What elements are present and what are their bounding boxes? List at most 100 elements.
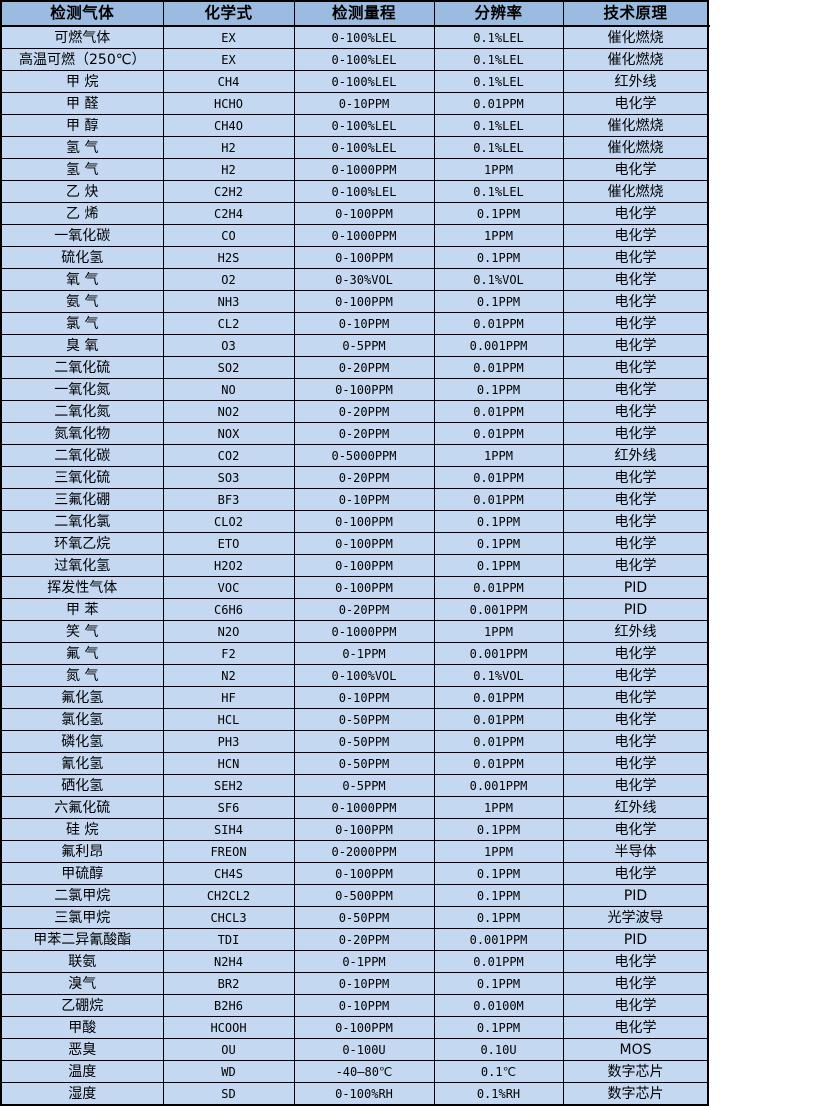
cell-chemical-formula: SO2 [162,356,295,379]
cell-chemical-formula: CH4 [162,70,295,93]
cell-detection-range: 0-30%VOL [293,268,435,291]
column-header-technology-principle[interactable]: 技术原理 [562,0,709,27]
cell-gas-name: 氟 气 [0,642,164,665]
cell-chemical-formula: O2 [162,268,295,291]
cell-technology-principle: 红外线 [562,444,709,467]
gas-table-wrapper: 检测气体 化学式 检测量程 分辨率 技术原理 寿 命 可燃气体EX0-100%L… [0,0,709,1106]
cell-technology-principle: 催化燃烧 [562,114,709,137]
cell-gas-name: 氨 气 [0,290,164,313]
cell-detection-range: 0-100%LEL [293,114,435,137]
cell-chemical-formula: NO2 [162,400,295,423]
cell-detection-range: 0-20PPM [293,466,435,489]
cell-resolution: 0.01PPM [433,752,564,775]
cell-detection-range: 0-100PPM [293,510,435,533]
cell-gas-name: 乙 炔 [0,180,164,203]
cell-technology-principle: 电化学 [562,1016,709,1039]
cell-resolution: 0.01PPM [433,422,564,445]
cell-detection-range: 0-1000PPM [293,620,435,643]
cell-technology-principle: 光学波导 [562,906,709,929]
column-header-chemical-formula[interactable]: 化学式 [162,0,295,27]
cell-technology-principle: 电化学 [562,202,709,225]
cell-chemical-formula: H2S [162,246,295,269]
cell-resolution: 0.1PPM [433,554,564,577]
cell-chemical-formula: CH2CL2 [162,884,295,907]
cell-gas-name: 一氧化碳 [0,224,164,247]
cell-technology-principle: 电化学 [562,158,709,181]
cell-detection-range: 0-100PPM [293,1016,435,1039]
cell-chemical-formula: SEH2 [162,774,295,797]
cell-detection-range: 0-100%LEL [293,180,435,203]
cell-detection-range: 0-100%RH [293,1082,435,1106]
cell-technology-principle: 电化学 [562,950,709,973]
cell-resolution: 0.001PPM [433,642,564,665]
cell-resolution: 0.10U [433,1038,564,1061]
cell-detection-range: 0-10PPM [293,994,435,1017]
cell-chemical-formula: CHCL3 [162,906,295,929]
cell-technology-principle: 电化学 [562,268,709,291]
cell-technology-principle: 电化学 [562,356,709,379]
cell-gas-name: 二氧化硫 [0,356,164,379]
column-header-resolution[interactable]: 分辨率 [433,0,564,27]
cell-gas-name: 乙 烯 [0,202,164,225]
cell-chemical-formula: CH4S [162,862,295,885]
cell-gas-name: 硫化氢 [0,246,164,269]
column-header-gas-name[interactable]: 检测气体 [0,0,164,27]
column-header-detection-range[interactable]: 检测量程 [293,0,435,27]
cell-gas-name: 甲 苯 [0,598,164,621]
cell-detection-range: 0-20PPM [293,928,435,951]
cell-chemical-formula: PH3 [162,730,295,753]
cell-resolution: 0.01PPM [433,730,564,753]
cell-gas-name: 三氧化硫 [0,466,164,489]
cell-chemical-formula: H2O2 [162,554,295,577]
